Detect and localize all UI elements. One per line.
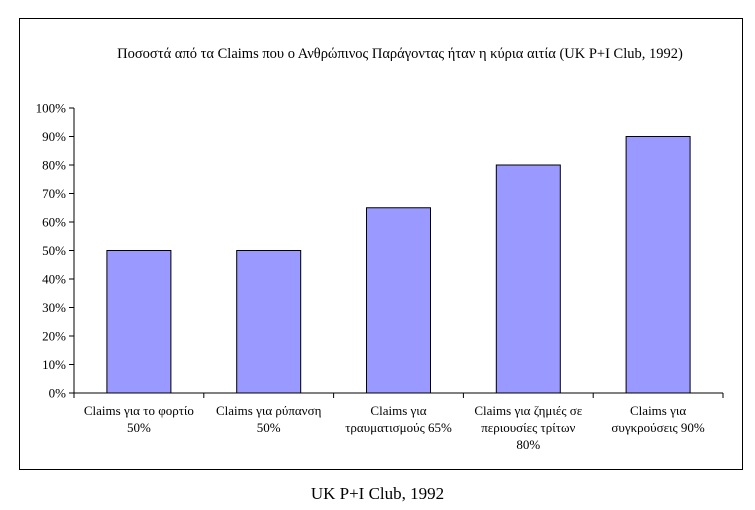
y-tick-label-10: 100% <box>36 101 67 116</box>
y-tick-label-9: 90% <box>42 129 66 144</box>
x-category-label-line: Claims για <box>370 403 426 418</box>
x-category-label-line: Claims για το φορτίο <box>84 403 194 418</box>
y-tick-label-4: 40% <box>42 272 66 287</box>
y-tick-label-0: 0% <box>49 386 67 401</box>
figure-caption: UK P+I Club, 1992 <box>310 484 445 503</box>
x-category-label-line: Claims για <box>630 403 686 418</box>
x-category-label-1: Claims για το φορτίο 50% <box>84 403 194 435</box>
x-category-label-4: Claims για ζημιές σε περιουσίες τρίτων 80% <box>474 403 582 452</box>
x-category-label-line: συγκρούσεις 90% <box>611 420 705 435</box>
x-category-label-line: 50% <box>257 420 281 435</box>
x-category-label-2: Claims για ρύπανση 50% <box>216 403 322 435</box>
y-tick-label-5: 50% <box>42 243 66 258</box>
y-tick-label-3: 30% <box>42 300 66 315</box>
x-category-label-3: Claims για τραυματισμούς 65% <box>345 403 452 435</box>
y-tick-label-7: 70% <box>42 186 66 201</box>
y-tick-label-6: 60% <box>42 215 66 230</box>
x-category-label-5: Claims για συγκρούσεις 90% <box>611 403 705 435</box>
y-tick-label-2: 20% <box>42 329 66 344</box>
bar-5 <box>625 136 691 394</box>
x-category-label-line: περιουσίες τρίτων <box>481 420 575 435</box>
bar-3 <box>366 207 431 394</box>
bar-2 <box>236 250 302 394</box>
y-tick-label-1: 10% <box>42 357 66 372</box>
chart-title: Ποσοστά από τα Claims που ο Ανθρώπινος Π… <box>117 46 683 62</box>
x-category-label-line: Claims για ζημιές σε <box>474 403 582 418</box>
x-category-label-line: Claims για ρύπανση <box>216 403 322 418</box>
x-category-label-line: 80% <box>516 437 540 452</box>
bar-1 <box>106 250 172 394</box>
x-category-label-line: τραυματισμούς 65% <box>345 420 452 435</box>
bar-4 <box>495 164 561 394</box>
x-category-label-line: 50% <box>127 420 151 435</box>
y-tick-label-8: 80% <box>42 158 66 173</box>
